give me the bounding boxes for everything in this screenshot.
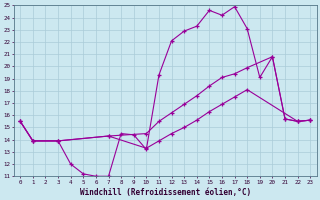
X-axis label: Windchill (Refroidissement éolien,°C): Windchill (Refroidissement éolien,°C) bbox=[80, 188, 251, 197]
